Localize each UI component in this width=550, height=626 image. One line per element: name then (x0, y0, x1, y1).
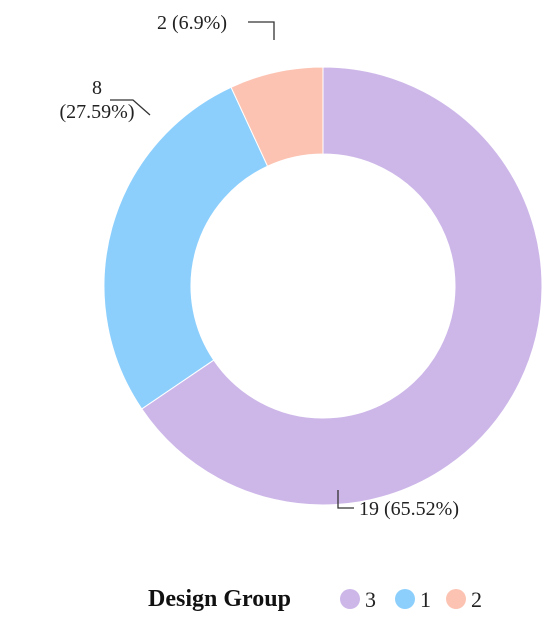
donut-slice-1 (103, 86, 269, 410)
legend-item-3: 3 (340, 587, 376, 612)
legend-item-1: 1 (395, 587, 431, 612)
legend-swatch-1 (395, 589, 415, 609)
legend-swatch-2 (446, 589, 466, 609)
data-label-1: 8 (27.59%) (60, 77, 135, 123)
legend: Design Group 3 1 2 (148, 586, 482, 612)
legend-swatch-3 (340, 589, 360, 609)
leader-line-2 (248, 21, 275, 40)
donut-slice-2 (230, 66, 324, 167)
data-label-line: 2 (6.9%) (157, 12, 227, 34)
leader-line-3 (337, 490, 354, 509)
donut-slice-3 (141, 66, 543, 506)
legend-label-2: 2 (471, 587, 482, 612)
data-label-line: (27.59%) (60, 101, 135, 123)
legend-label-1: 1 (420, 587, 431, 612)
slices-layer (103, 66, 543, 506)
data-label-line: 19 (65.52%) (359, 498, 459, 520)
leader-line-1 (110, 99, 151, 116)
data-label-2: 2 (6.9%) (157, 12, 227, 34)
data-label-line: 8 (92, 77, 102, 99)
legend-title: Design Group (148, 586, 291, 612)
data-label-3: 19 (65.52%) (359, 498, 459, 520)
legend-label-3: 3 (365, 587, 376, 612)
legend-item-2: 2 (446, 587, 482, 612)
data-labels-layer: 19 (65.52%) 8 (27.59%) 2 (6.9%) (60, 12, 459, 520)
legend-items: 3 1 2 (340, 587, 482, 612)
